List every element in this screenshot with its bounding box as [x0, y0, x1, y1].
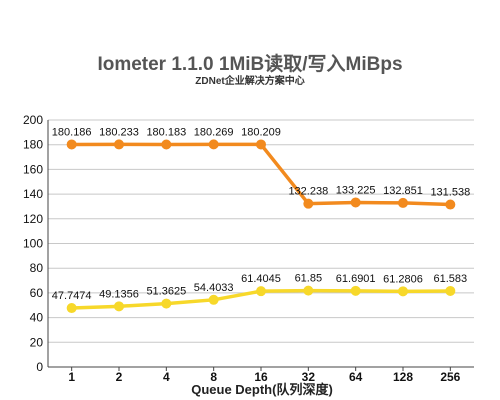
- data-label: 180.209: [241, 126, 281, 138]
- x-tick-label: 64: [349, 370, 363, 384]
- data-label: 47.7474: [52, 290, 92, 302]
- chart-subtitle: ZDNet企业解决方案中心: [195, 74, 304, 87]
- y-tick-label: 60: [30, 286, 44, 300]
- data-label: 61.2806: [383, 273, 423, 285]
- data-point: [66, 139, 77, 150]
- x-tick-label: 16: [254, 370, 268, 384]
- y-tick-label: 180: [23, 138, 43, 152]
- data-point: [208, 139, 219, 150]
- data-point: [161, 298, 172, 309]
- data-label: 49.1356: [99, 288, 139, 300]
- data-label: 61.4045: [241, 273, 281, 285]
- x-tick-label: 256: [440, 370, 460, 384]
- axes: [47, 120, 474, 371]
- x-tick-label: 1: [68, 370, 75, 384]
- chart-title: Iometer 1.1.0 1MiB读取/写入MiBps: [97, 52, 402, 75]
- data-point: [398, 286, 408, 297]
- data-point: [398, 197, 408, 208]
- x-tick-label: 4: [163, 370, 170, 384]
- y-tick-label: 140: [23, 187, 43, 201]
- data-point: [350, 197, 361, 208]
- data-point: [208, 294, 219, 305]
- x-axis-title: Queue Depth(队列深度): [191, 382, 333, 397]
- y-tick-label: 200: [23, 113, 43, 127]
- y-tick-labels: 0 20 40 60 80 100 120 140 160 180 200: [23, 113, 43, 374]
- data-point: [445, 285, 456, 296]
- data-label: 180.183: [146, 126, 186, 138]
- data-label: 180.233: [99, 126, 139, 138]
- data-label: 132.238: [288, 186, 328, 198]
- y-tick-label: 20: [30, 335, 44, 349]
- data-label: 180.269: [194, 126, 234, 138]
- gridlines: [48, 119, 474, 368]
- data-point: [66, 303, 77, 314]
- y-tick-label: 0: [36, 360, 43, 374]
- data-labels: 180.186 180.233 180.183 180.269 180.209 132.2…: [52, 126, 470, 302]
- data-point: [303, 285, 314, 296]
- x-tick-label: 8: [210, 370, 217, 384]
- series-group: [66, 139, 456, 314]
- data-label: 133.225: [336, 184, 376, 196]
- data-label: 132.851: [383, 185, 423, 197]
- y-tick-label: 100: [23, 237, 43, 251]
- data-point: [114, 139, 124, 150]
- data-label: 61.85: [295, 273, 323, 285]
- data-point: [256, 139, 266, 150]
- x-tick-label: 128: [393, 370, 413, 384]
- x-tick-label: 32: [302, 370, 316, 384]
- data-label: 61.6901: [336, 273, 376, 285]
- x-tick-label: 2: [116, 370, 123, 384]
- y-tick-label: 80: [30, 261, 44, 275]
- data-point: [161, 139, 172, 150]
- data-label: 61.583: [434, 273, 468, 285]
- data-label: 131.538: [430, 187, 470, 199]
- y-tick-label: 160: [23, 162, 43, 176]
- x-tick-labels: 1 2 4 8 16 32 64 128 256: [68, 370, 460, 384]
- data-label: 51.3625: [146, 286, 186, 298]
- data-point: [256, 286, 266, 297]
- data-point: [445, 199, 456, 210]
- data-label: 54.4033: [194, 282, 234, 294]
- data-point: [350, 285, 361, 296]
- y-tick-label: 120: [23, 212, 43, 226]
- y-tick-label: 40: [30, 311, 44, 325]
- data-label: 180.186: [52, 126, 92, 138]
- data-point: [303, 198, 314, 209]
- data-point: [114, 301, 124, 312]
